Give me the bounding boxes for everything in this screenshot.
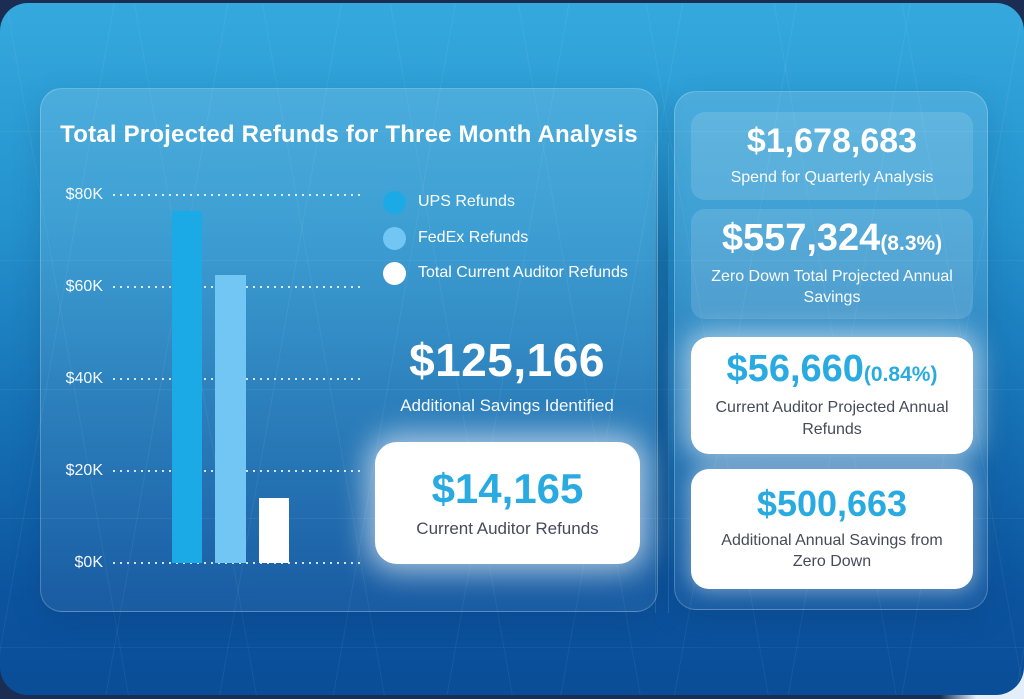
gridline-0k — [113, 562, 365, 564]
additional-annual-savings-card: $500,663 Additional Annual Savings from … — [691, 469, 973, 589]
current-auditor-refunds-label: Current Auditor Refunds — [416, 519, 599, 539]
legend-color-dot — [383, 226, 406, 250]
legend-label: UPS Refunds — [418, 193, 515, 210]
additional-savings-stat: $125,166 Additional Savings Identified — [361, 335, 653, 416]
auditor-annual-refunds-value: $56,660 — [726, 348, 864, 391]
bar-total-current-auditor-refunds — [259, 498, 289, 563]
quarterly-spend-value: $1,678,683 — [746, 121, 918, 160]
y-axis-tick-20k: $20K — [65, 462, 103, 479]
auditor-annual-refunds-value-row: $56,660 (0.84%) — [727, 350, 938, 390]
y-axis-tick-40k: $40K — [65, 370, 103, 387]
dashboard-canvas: Total Projected Refunds for Three Month … — [0, 3, 1024, 695]
additional-annual-savings-label: Additional Annual Savings from Zero Down — [721, 531, 943, 571]
legend-item-total-current-auditor-refunds: Total Current Auditor Refunds — [383, 261, 628, 285]
legend-item-ups-refunds: UPS Refunds — [383, 190, 515, 214]
auditor-annual-refunds-percent: (0.84%) — [863, 363, 938, 387]
legend-label: Total Current Auditor Refunds — [418, 264, 628, 281]
auditor-annual-refunds-label: Current Auditor Projected Annual Refunds — [715, 399, 949, 438]
auditor-annual-refunds-card: $56,660 (0.84%) Current Auditor Projected… — [691, 337, 973, 454]
zero-down-savings-value-row: $557,324 (8.3%) — [721, 216, 943, 259]
bar-fedex-refunds — [215, 275, 246, 563]
quarterly-spend-card: $1,678,683 Spend for Quarterly Analysis — [691, 112, 973, 200]
quarterly-spend-label: Spend for Quarterly Analysis — [730, 168, 934, 186]
annual-savings-panel: $1,678,683 Spend for Quarterly Analysis … — [674, 91, 988, 610]
zero-down-savings-card: $557,324 (8.3%) Zero Down Total Projected… — [691, 209, 973, 319]
quarterly-spend-value-row: $1,678,683 — [746, 121, 918, 160]
additional-annual-savings-value: $500,663 — [756, 483, 908, 524]
current-auditor-refunds-card: $14,165 Current Auditor Refunds — [375, 442, 640, 564]
additional-annual-savings-value-row: $500,663 — [757, 485, 907, 523]
zero-down-savings-label: Zero Down Total Projected Annual Savings — [711, 267, 953, 307]
zero-down-savings-value: $557,324 — [721, 216, 881, 259]
y-axis-tick-80k: $80K — [65, 186, 103, 203]
additional-savings-label: Additional Savings Identified — [400, 395, 614, 415]
refunds-analysis-panel: Total Projected Refunds for Three Month … — [40, 88, 658, 612]
legend-item-fedex-refunds: FedEx Refunds — [383, 226, 528, 250]
panel-title: Total Projected Refunds for Three Month … — [60, 121, 638, 148]
legend-label: FedEx Refunds — [418, 229, 529, 246]
legend-color-dot — [383, 190, 406, 214]
current-auditor-refunds-value: $14,165 — [431, 464, 584, 512]
y-axis-tick-0k: $0K — [74, 554, 103, 571]
gridline-80k — [113, 194, 365, 196]
y-axis-tick-60k: $60K — [65, 278, 103, 295]
circuit-texture-decoration — [655, 143, 669, 613]
additional-savings-value: $125,166 — [409, 334, 605, 386]
zero-down-savings-percent: (8.3%) — [880, 231, 943, 255]
bar-ups-refunds — [172, 211, 202, 563]
legend-color-dot — [383, 261, 406, 285]
